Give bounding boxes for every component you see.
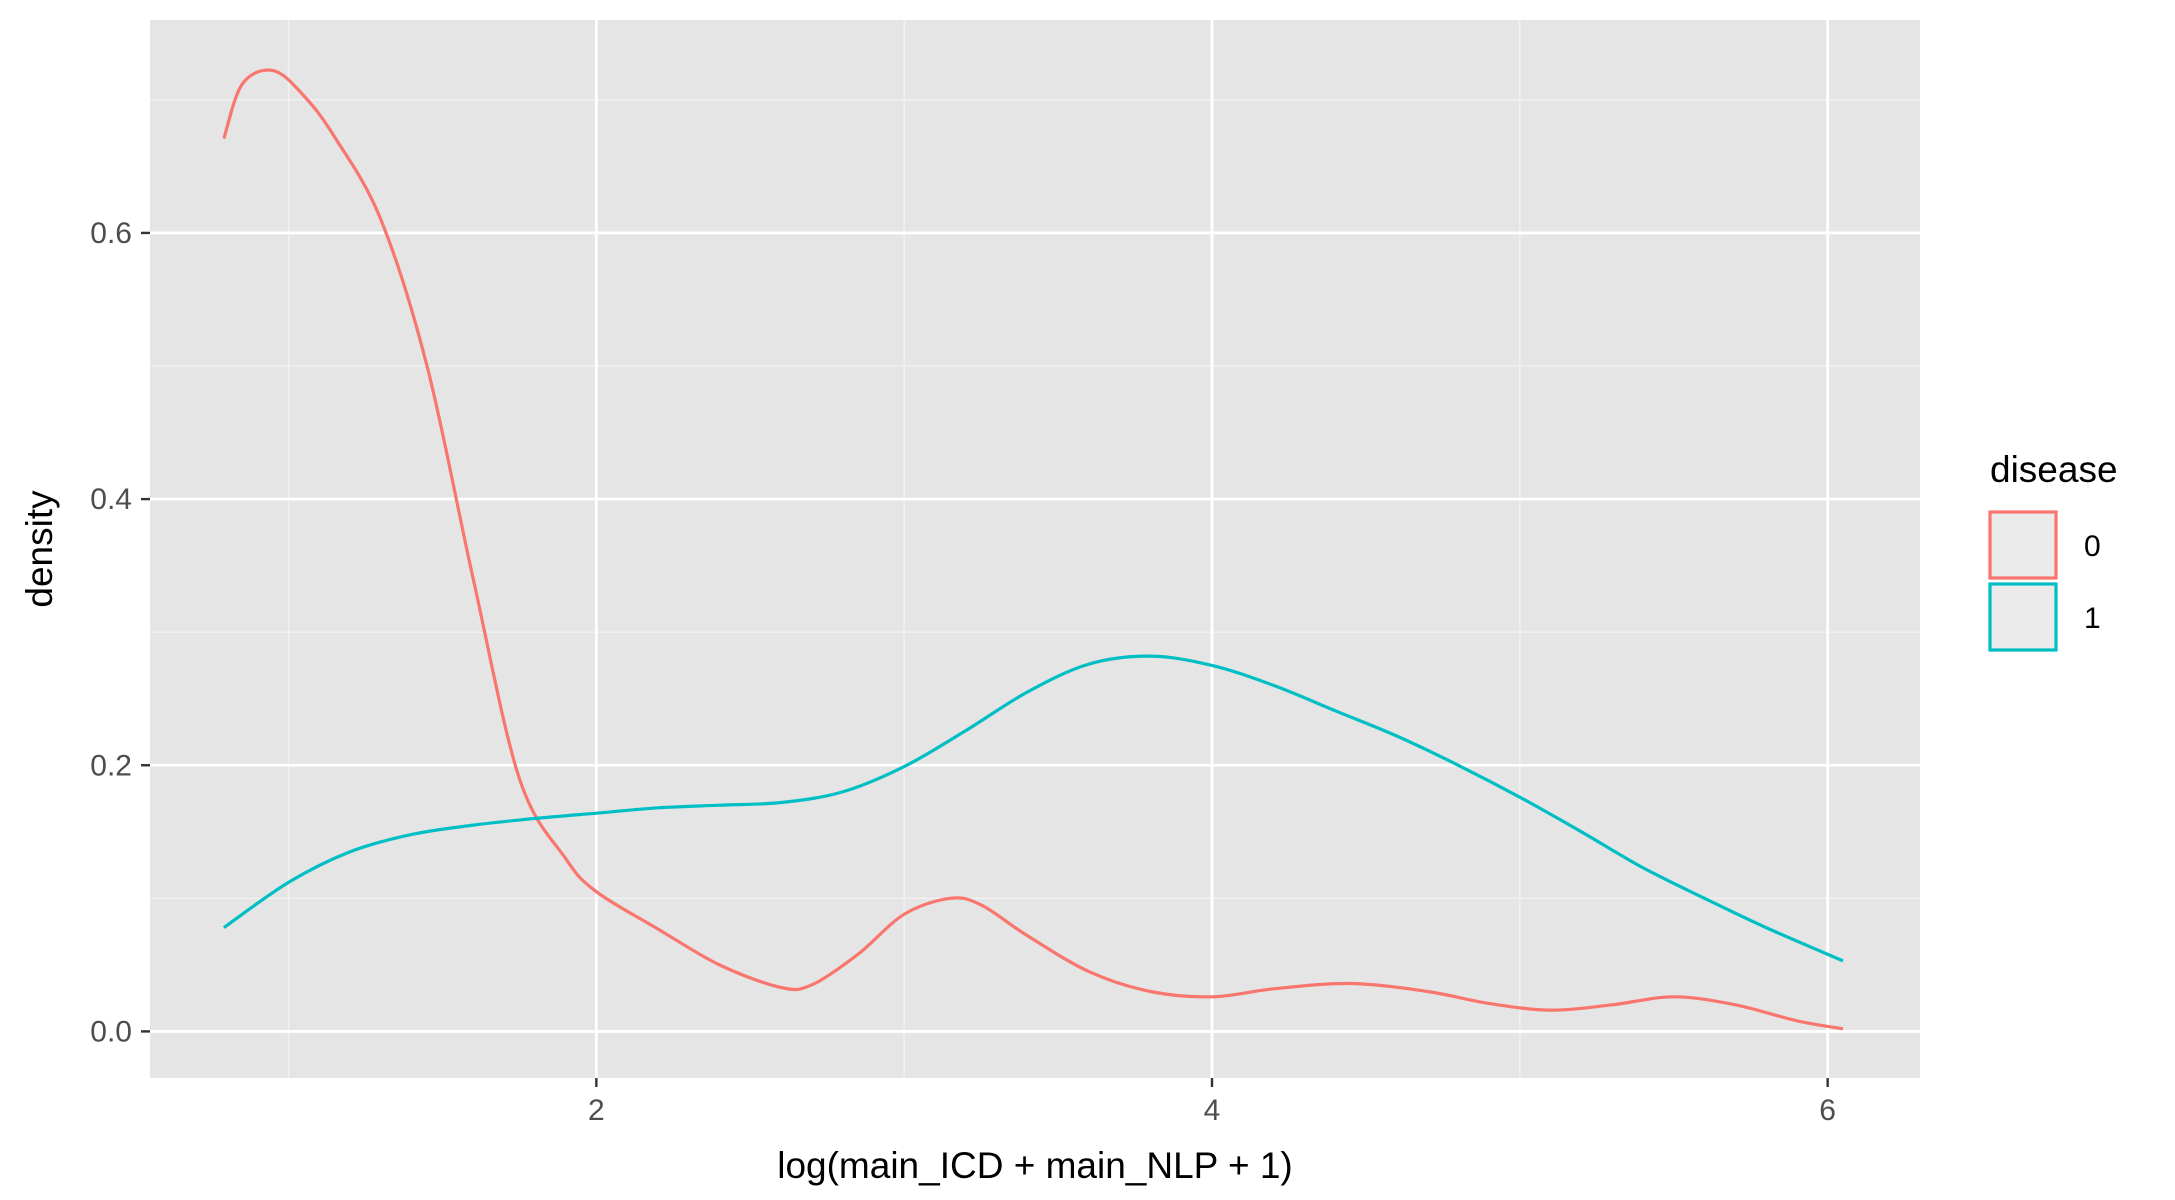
series-line-disease-0	[222, 68, 1844, 1031]
legend-title: disease	[1990, 449, 2118, 490]
x-tick-label: 4	[1204, 1094, 1221, 1127]
legend-label-disease-0: 0	[2084, 530, 2101, 563]
panel-background	[150, 20, 1920, 1078]
y-tick-label: 0.0	[90, 1015, 132, 1048]
y-tick-label: 0.6	[90, 217, 132, 250]
legend: disease 01	[1988, 449, 2118, 652]
x-axis-title: log(main_ICD + main_NLP + 1)	[777, 1145, 1293, 1186]
x-axis: 2 4 6	[588, 1078, 1836, 1127]
major-gridlines	[150, 20, 1920, 1078]
y-tick-label: 0.4	[90, 483, 132, 516]
x-tick-label: 2	[588, 1094, 605, 1127]
y-axis: 0.0 0.2 0.4 0.6	[90, 217, 150, 1048]
legend-key-disease-1	[1988, 582, 2058, 652]
legend-label-disease-1: 1	[2084, 602, 2101, 635]
x-tick-label: 6	[1819, 1094, 1836, 1127]
y-axis-title: density	[19, 490, 60, 608]
legend-entries: 01	[1988, 510, 2101, 652]
minor-gridlines	[150, 20, 1920, 1078]
y-tick-label: 0.2	[90, 749, 132, 782]
series-layer	[222, 68, 1844, 1031]
legend-key-disease-0	[1988, 510, 2058, 580]
series-line-disease-1	[222, 654, 1844, 963]
